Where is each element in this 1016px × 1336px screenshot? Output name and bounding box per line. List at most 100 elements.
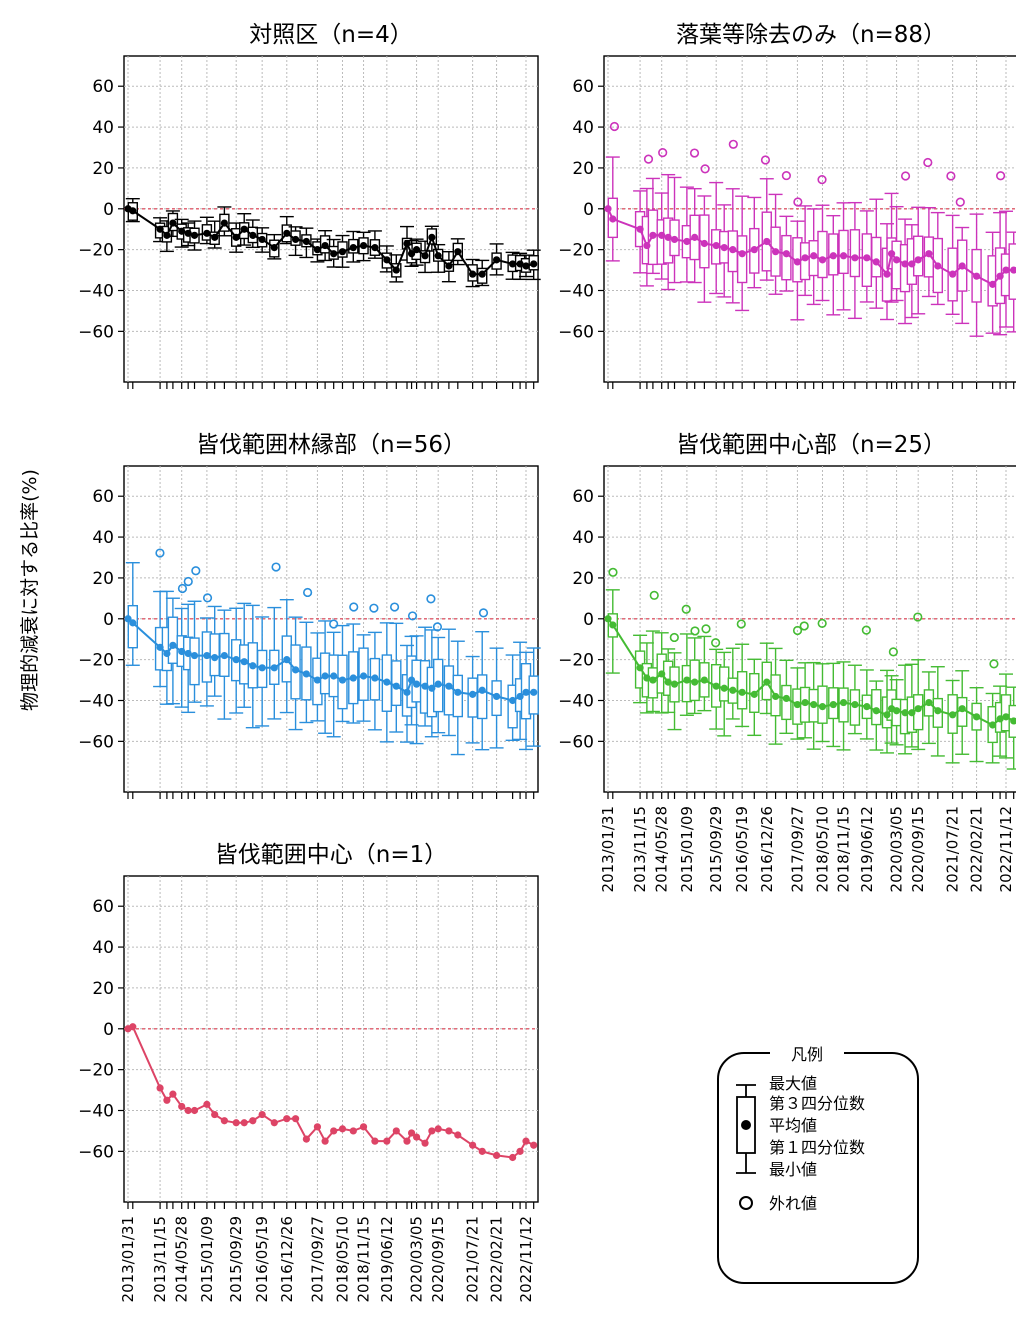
iqr-box [452,674,464,718]
outlier-point [760,155,771,165]
mean-point [178,227,186,235]
mean-point [124,615,132,623]
mean-point [996,715,1004,723]
date-tick-label: 2018/11/15 [355,1216,373,1302]
mean-point [729,246,737,254]
outlier-point [271,562,281,572]
iqr-box [891,240,902,290]
mean-point [445,682,453,690]
data-point [478,1147,486,1155]
mean-point [428,233,436,241]
mean-point [750,690,758,698]
mean-point [1002,266,1010,274]
outlier-point [191,566,201,576]
mean-point [793,700,802,709]
outlier-point [389,602,400,612]
data-point [359,1123,368,1131]
mean-point [407,250,416,258]
y-tick-label: −40 [78,282,114,302]
legend-title-bg [770,1041,844,1067]
date-tick-label: 2013/01/31 [119,1216,137,1302]
mean-point [683,237,691,246]
iqr-box [189,637,200,686]
data-point [184,1106,192,1115]
mean-point [383,678,391,686]
mean-point [892,256,901,264]
mean-point [1010,266,1016,274]
legend-mean-dot [741,1120,751,1130]
mean-point [771,248,780,256]
mean-point [934,707,942,715]
data-point [338,1125,347,1133]
mean-point [412,680,421,688]
outlier-point [609,121,620,132]
mean-point [190,231,199,239]
date-tick-label: 2016/12/26 [758,806,776,892]
outlier-point [202,593,213,603]
mean-point [522,688,530,696]
mean-point [793,258,802,266]
legend-box-symbol [736,1084,756,1174]
mean-point [604,205,612,213]
date-tick-label: 2021/07/21 [944,806,962,892]
data-point [232,1119,240,1127]
mean-point [887,250,896,258]
iqr-box [477,674,488,720]
outlier-point [183,576,193,587]
outlier-point [303,587,313,598]
mean-point [302,670,310,678]
panel-4: 皆伐範囲中心部（n=25） 60 40 20 0 −20 −40 −60 [558,432,1016,799]
y-tick-label: 20 [572,569,594,589]
mean-point [445,262,453,270]
date-tick-label: 2013/11/15 [151,1216,169,1302]
panel-3: 皆伐範囲林縁部（n=56） 60 40 20 0 −20 −40 −60 [78,432,541,799]
outlier-point [369,603,379,613]
date-tick-label: 2014/05/28 [173,1216,191,1302]
mean-point [184,649,192,658]
mean-point [738,688,746,696]
data-point [169,1090,177,1098]
mean-point [434,252,442,260]
mean-point [643,241,651,250]
mean-point [291,235,300,244]
data-point [211,1110,219,1119]
outlier-point [996,171,1006,181]
date-axis-labels: 2013/01/31 2013/11/15 2014/05/28 2015/01/09… [119,806,1015,1302]
mean-point [156,643,164,651]
mean-point [220,219,228,227]
panel-title: 皆伐範囲中心部（n=25） [676,432,946,458]
mean-point [914,705,922,713]
y-tick-label: −60 [78,732,114,752]
mean-point [720,684,728,692]
data-point [428,1127,436,1135]
mean-point [839,252,848,260]
mean-point [883,270,891,278]
y-tick-label: 60 [92,897,114,917]
data-point [516,1147,524,1155]
outlier-point [608,567,618,577]
outlier-point [923,157,933,168]
data-point [349,1127,357,1135]
mean-point [750,246,758,254]
outlier-point [700,164,710,174]
mean-point [178,647,186,656]
data-point [283,1115,291,1123]
mean-point [478,270,486,278]
y-tick-label: −60 [78,322,114,342]
mean-point [700,239,708,248]
outlier-point [711,638,721,648]
outlier-point [177,583,188,594]
mean-point [958,705,966,713]
outlier-point [736,619,746,629]
legend-q1-label: 第１四分位数 [769,1138,865,1157]
date-tick-label: 2013/11/15 [631,806,649,892]
mean-point [516,260,524,268]
mean-point [949,270,957,278]
mean-point [636,664,644,672]
data-point [240,1119,248,1127]
date-tick-label: 2013/01/31 [599,806,617,892]
mean-point [371,674,379,682]
y-tick-label: −60 [558,732,594,752]
y-tick-label: 40 [92,528,114,548]
